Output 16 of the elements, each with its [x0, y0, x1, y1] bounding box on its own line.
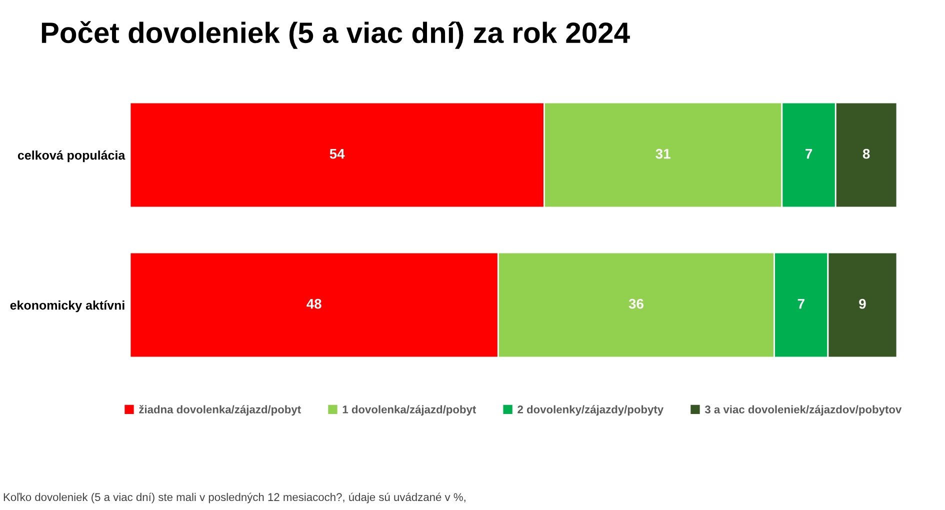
data-label: 7 [806, 149, 812, 159]
legend-label: žiadna dovolenka/zájazd/pobyt [139, 405, 301, 416]
data-label: 8 [862, 148, 870, 159]
chart-title: Počet dovoleniek (5 a viac dní) za rok 2024 [42, 21, 630, 49]
data-label: 48 [306, 298, 322, 309]
y-tick-label: ekonomicky aktívni [10, 300, 124, 312]
data-label: 36 [628, 298, 644, 309]
data-label: 9 [859, 298, 866, 309]
y-tick-label: celková populácia [18, 150, 126, 162]
legend-label: 3 a viac dovoleniek/zájazdov/pobytov [704, 405, 902, 416]
data-label: 54 [330, 149, 345, 159]
legend-label: 2 dovolenky/zájazdy/pobyty [518, 405, 664, 416]
data-label: 31 [656, 148, 670, 159]
data-label: 7 [798, 299, 804, 309]
legend-label: 1 dovolenka/zájazd/pobyt [342, 405, 476, 416]
text: Koľko dovoleniek (5 a viac dní) ste mali v posledných 12 mesiacoch?, údaje sú uvádzané v %, [4, 492, 466, 504]
